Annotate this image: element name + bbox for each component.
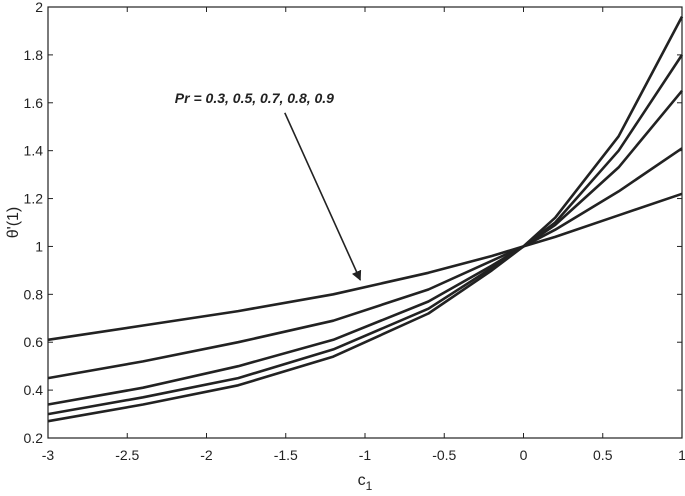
y-tick-label: 0.6 (24, 334, 44, 350)
x-axis-title: c1 (358, 472, 373, 493)
x-tick-label: 1 (678, 447, 685, 463)
plot-frame (47, 6, 683, 439)
x-axis: -3 -2.5 -2 -1.5 -1 -0.5 0 0.5 1 (42, 7, 685, 463)
y-tick-label: 1.6 (24, 95, 44, 111)
y-tick-label: 1.8 (24, 47, 44, 63)
series-line-1 (47, 192, 683, 342)
series-line-5 (47, 15, 684, 423)
x-tick-label: 0 (520, 447, 528, 463)
x-tick-label: 0.5 (593, 447, 613, 463)
x-axis-title-subscript: 1 (366, 479, 373, 493)
y-tick-label: 0.4 (24, 382, 44, 398)
y-tick-label: 1.4 (24, 143, 44, 159)
x-tick-label: -1.5 (274, 447, 298, 463)
annotation-label: Pr = 0.3, 0.5, 0.7, 0.8, 0.9 (175, 90, 334, 106)
series-line-4 (47, 54, 684, 416)
x-tick-label: -2.5 (115, 447, 139, 463)
y-axis-title: θ'(1) (5, 207, 22, 239)
x-tick-label: -1 (359, 447, 372, 463)
y-tick-label: 2 (35, 0, 43, 15)
x-tick-label: -2 (200, 447, 213, 463)
x-axis-title-main: c (358, 472, 366, 489)
series-line-3 (47, 89, 684, 406)
x-tick-label: -3 (42, 447, 55, 463)
x-tick-label: -0.5 (432, 447, 456, 463)
y-tick-label: 1.2 (24, 191, 44, 207)
annotation-arrow (284, 112, 362, 281)
y-tick-label: 0.2 (24, 430, 44, 446)
y-tick-label: 0.8 (24, 286, 44, 302)
series-line-2 (47, 147, 683, 380)
y-axis: 0.2 0.4 0.6 0.8 1 1.2 1.4 1.6 1.8 2 (24, 0, 682, 446)
series-layer (47, 15, 684, 423)
y-tick-label: 1 (35, 238, 43, 254)
